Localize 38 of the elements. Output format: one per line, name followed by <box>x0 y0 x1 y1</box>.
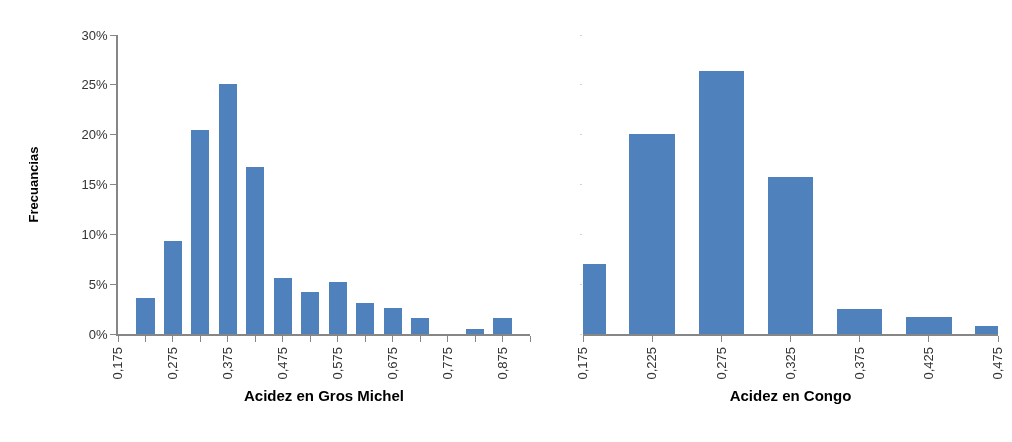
x-tick-label: 0,225 <box>644 346 660 380</box>
y-tick-label: 30% <box>81 27 109 43</box>
x-tick-label: 0,175 <box>575 346 591 380</box>
bar <box>164 241 182 334</box>
x-tick-label: 0,675 <box>384 346 400 380</box>
bar <box>219 84 237 334</box>
bar <box>384 308 402 334</box>
x-tick-label: 0,275 <box>713 346 729 380</box>
y-tick-label: 20% <box>81 127 109 143</box>
x-axis-title: Acidez en Congo <box>729 387 852 404</box>
y-tick-label: 15% <box>81 177 109 193</box>
x-tick-label: 0,325 <box>782 346 798 380</box>
x-tick-label: 0,775 <box>439 346 455 380</box>
y-tick-label: 5% <box>88 276 109 292</box>
bar <box>493 318 512 334</box>
x-tick-label: 0,275 <box>165 346 181 380</box>
y-tick-label: 0% <box>88 326 109 342</box>
x-axis-title: Acidez en Gros Michel <box>243 387 405 404</box>
bar <box>246 167 264 334</box>
bar <box>411 318 429 334</box>
x-tick-label: 0,875 <box>494 346 510 380</box>
y-tick-label: 10% <box>81 226 109 242</box>
x-tick-label: 0,575 <box>329 346 345 380</box>
y-axis-title: Frecuancias <box>26 146 42 223</box>
y-tick-label: 25% <box>81 77 109 93</box>
x-tick-label: 0,375 <box>220 346 236 380</box>
bar <box>274 278 292 334</box>
bar <box>466 329 484 334</box>
x-tick-label: 0,425 <box>921 346 937 380</box>
bar <box>356 303 374 334</box>
bar <box>329 282 347 334</box>
x-tick-label: 0,475 <box>990 346 1006 380</box>
bar <box>191 130 209 334</box>
bar <box>136 298 155 334</box>
x-tick-label: 0,175 <box>110 346 126 380</box>
x-tick-label: 0,375 <box>851 346 867 380</box>
x-tick-label: 0,475 <box>275 346 291 380</box>
bar <box>301 292 319 334</box>
